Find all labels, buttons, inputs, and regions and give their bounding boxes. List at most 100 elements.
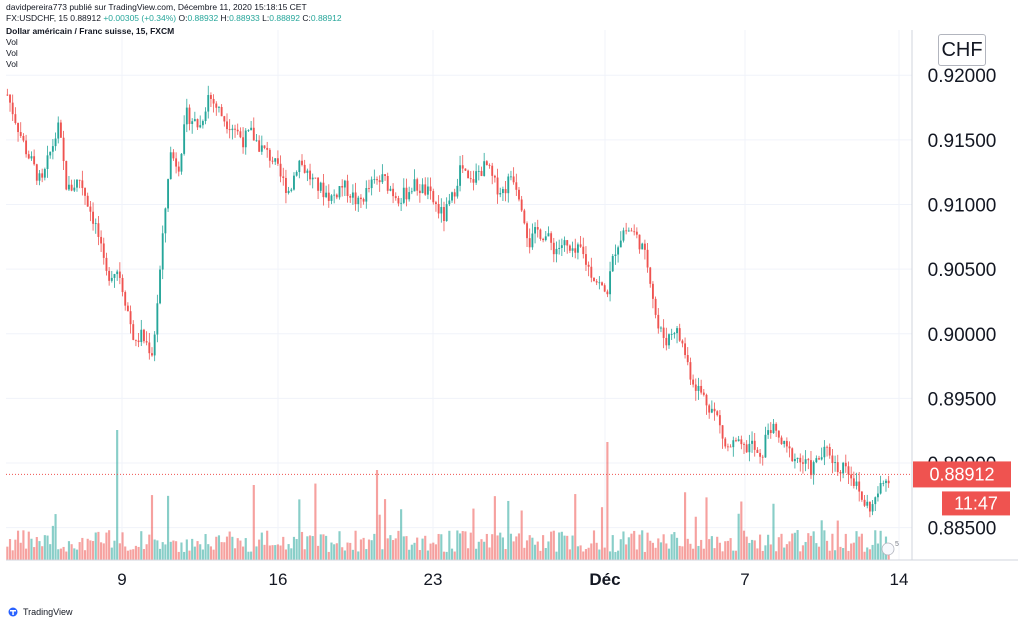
volume-bar <box>292 536 296 560</box>
volume-bar <box>383 499 387 560</box>
candle-body <box>705 394 708 406</box>
candle-body <box>560 245 563 248</box>
volume-bar <box>485 533 488 560</box>
volume-bar <box>322 534 325 560</box>
volume-bar <box>397 530 400 560</box>
volume-bar <box>566 535 569 560</box>
candle-body <box>445 204 448 222</box>
candle-body <box>491 165 494 176</box>
candle-body <box>370 179 373 189</box>
candle-body <box>102 243 105 258</box>
quote-open: 0.88932 <box>187 13 219 23</box>
candle-body <box>619 240 622 248</box>
volume-bar <box>185 539 188 560</box>
volume-label[interactable]: Vol <box>6 48 18 58</box>
candle-body <box>547 233 550 237</box>
candle-body <box>665 337 668 346</box>
candle-body <box>793 458 796 462</box>
volume-bar <box>622 531 625 560</box>
volume-bar <box>279 545 282 560</box>
volume-bar <box>81 537 84 560</box>
volume-bar <box>413 542 416 560</box>
currency-selector[interactable]: CHF <box>938 34 986 66</box>
volume-bar <box>311 536 314 560</box>
volume-label[interactable]: Vol <box>6 37 18 47</box>
volume-bar <box>121 532 124 560</box>
candle-body <box>585 254 587 265</box>
candle-body <box>461 165 464 169</box>
volume-bar <box>255 546 258 560</box>
volume-bar <box>357 551 360 560</box>
candle-body <box>17 123 19 133</box>
volume-bar <box>600 507 604 560</box>
candle-body <box>673 333 676 335</box>
candle-body <box>732 440 735 448</box>
candle-body <box>469 178 472 180</box>
time-tick-label: 14 <box>890 570 909 589</box>
volume-bar <box>705 497 708 560</box>
candle-body <box>51 146 54 152</box>
last-price-tag <box>913 461 1011 488</box>
volume-bar <box>231 536 234 560</box>
candle-body <box>874 497 877 505</box>
volume-bar <box>633 530 636 560</box>
candle-body <box>544 236 547 241</box>
volume-bar <box>793 532 796 560</box>
candle-body <box>405 187 408 200</box>
candle-body <box>582 246 585 255</box>
volume-bar <box>70 544 73 560</box>
footer: TradingView <box>6 607 73 617</box>
volume-label[interactable]: Vol <box>6 59 18 69</box>
candle-body <box>400 202 403 204</box>
candle-body <box>167 179 170 209</box>
volume-bar <box>777 537 780 560</box>
volume-bar <box>809 535 813 560</box>
candle-body <box>330 195 333 201</box>
volume-bar <box>434 544 438 560</box>
candle-body <box>284 177 287 193</box>
candle-body <box>453 192 456 197</box>
price-chart[interactable]: 0.92000 0.91500 0.91000 0.90500 0.90000 0.895… <box>6 30 1018 598</box>
candle-body <box>815 458 818 463</box>
candle-body <box>183 124 186 154</box>
volume-bar <box>124 546 127 560</box>
candle-body <box>314 177 317 179</box>
candle-body <box>526 223 528 239</box>
volume-bar <box>608 551 612 560</box>
volume-bar <box>721 551 724 560</box>
volume-bar <box>515 536 518 560</box>
candle-body <box>818 458 820 460</box>
volume-bar <box>400 509 403 560</box>
volume-bar <box>820 520 823 560</box>
volume-bar <box>560 531 563 560</box>
volume-bar <box>587 547 590 560</box>
volume-bar <box>116 430 119 560</box>
volume-bar <box>57 549 60 560</box>
candle-body <box>209 95 212 99</box>
volume-bar <box>579 545 582 560</box>
candle-body <box>670 334 673 335</box>
time-tick-label: 23 <box>424 570 443 589</box>
candle-body <box>729 446 732 448</box>
candle-body <box>858 481 861 492</box>
volume-bar <box>472 508 475 560</box>
volume-bar <box>126 550 129 560</box>
candle-body <box>882 482 885 484</box>
volume-bar <box>134 545 137 560</box>
candle-body <box>260 145 263 152</box>
price-tick-label: 0.90000 <box>928 325 997 346</box>
candle-body <box>718 415 721 426</box>
candle-body <box>303 164 306 173</box>
candle-body <box>295 172 298 176</box>
time-tick-label: Déc <box>589 570 620 589</box>
candle-body <box>515 182 518 190</box>
candle-body <box>512 176 515 183</box>
candle-body <box>35 164 38 181</box>
volume-bar <box>697 545 700 560</box>
volume-bar <box>863 551 866 560</box>
candle-body <box>410 191 413 193</box>
time-axis[interactable]: 9 16 23 Déc 7 14 <box>117 570 908 589</box>
volume-bar <box>552 530 555 560</box>
candle-body <box>282 176 285 178</box>
volume-bar <box>209 546 212 560</box>
